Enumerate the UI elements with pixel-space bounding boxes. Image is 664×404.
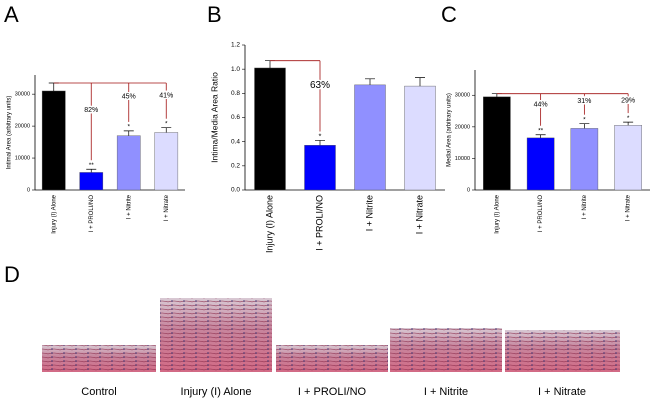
x-tick-label: I + Nitrate: [626, 194, 632, 221]
histology-images: [42, 298, 620, 372]
x-tick-label: I + Nitrite: [582, 194, 588, 219]
error-bar: [415, 77, 425, 87]
y-axis-label: Intima/Media Area Ratio: [209, 72, 219, 163]
panel-label: B: [207, 2, 222, 27]
bar: [116, 135, 141, 191]
reduction-label: 44%: [534, 102, 548, 109]
y-tick-label: 30000: [455, 93, 470, 99]
error-bar: [365, 78, 375, 85]
x-tick-label: Injury (I) Alone: [494, 194, 500, 233]
error-bar: [123, 130, 134, 136]
bar: [254, 67, 286, 191]
x-tick-label: I + PROLI/NO: [538, 195, 544, 233]
error-bar: [579, 123, 590, 129]
bar: [526, 137, 555, 191]
bar: [570, 128, 599, 191]
error-bar: [315, 140, 325, 146]
y-tick-label: 0: [467, 187, 470, 193]
y-axis-label: Intimal Area (arbitrary units): [7, 96, 13, 170]
bar: [354, 84, 386, 191]
bar: [79, 172, 104, 191]
y-tick-label: 0: [27, 187, 30, 193]
y-tick-label: 30000: [15, 92, 30, 98]
reduction-label: 29%: [621, 97, 635, 104]
caption: I + PROLI/NO: [298, 386, 367, 398]
x-tick-label: I + PROLI/NO: [314, 195, 324, 251]
x-tick-label: I + Nitrite: [364, 195, 374, 231]
bar: [304, 145, 336, 191]
error-bar: [265, 60, 275, 68]
error-bar: [161, 127, 172, 133]
reduction-label: 82%: [84, 107, 98, 114]
y-tick-label: 0.0: [231, 187, 240, 194]
x-tick-label: I + Nitrate: [164, 194, 170, 221]
error-bar: [535, 134, 546, 138]
reduction-label: 41%: [159, 92, 173, 99]
y-tick-label: 0.4: [231, 138, 240, 145]
significance: **: [89, 162, 95, 169]
y-tick-label: 20000: [15, 124, 30, 130]
y-tick-label: 10000: [455, 156, 470, 162]
significance: *: [583, 116, 586, 123]
y-tick-label: 1.2: [231, 42, 240, 49]
y-tick-label: 0.8: [231, 90, 240, 97]
reduction-label: 63%: [310, 80, 330, 91]
y-tick-label: 1.0: [231, 66, 240, 73]
panel-label: A: [4, 2, 19, 27]
bar: [483, 96, 511, 191]
x-tick-label: Injury (I) Alone: [264, 195, 274, 253]
significance: **: [538, 127, 544, 134]
caption: Injury (I) Alone: [181, 386, 252, 398]
error-bar: [491, 93, 502, 97]
panel-label: C: [441, 2, 457, 27]
significance: *: [627, 115, 630, 122]
bar: [614, 125, 642, 191]
panel-label: D: [4, 262, 20, 287]
bar: [154, 132, 179, 191]
caption: I + Nitrate: [538, 386, 586, 398]
caption: Control: [81, 386, 116, 398]
reduction-label: 31%: [577, 98, 591, 105]
y-tick-label: 10000: [15, 156, 30, 162]
y-tick-label: 0.2: [231, 163, 240, 170]
caption: I + Nitrite: [424, 386, 468, 398]
significance: *: [319, 131, 322, 140]
x-tick-label: Injury (I) Alone: [51, 194, 57, 233]
reduction-label: 45%: [122, 93, 136, 100]
y-tick-label: 0.6: [231, 114, 240, 121]
significance: *: [127, 124, 130, 131]
bar: [404, 85, 436, 191]
significance: *: [165, 120, 168, 127]
error-bar: [623, 121, 634, 126]
error-bar: [48, 82, 59, 91]
x-tick-label: I + PROLI/NO: [89, 195, 95, 233]
bar: [41, 90, 66, 191]
x-tick-label: I + Nitrite: [126, 194, 132, 219]
error-bar: [86, 168, 97, 173]
y-tick-label: 20000: [455, 124, 470, 130]
y-axis-label: Medial Area (arbitrary units): [447, 93, 453, 167]
x-tick-label: I + Nitrate: [414, 195, 424, 234]
